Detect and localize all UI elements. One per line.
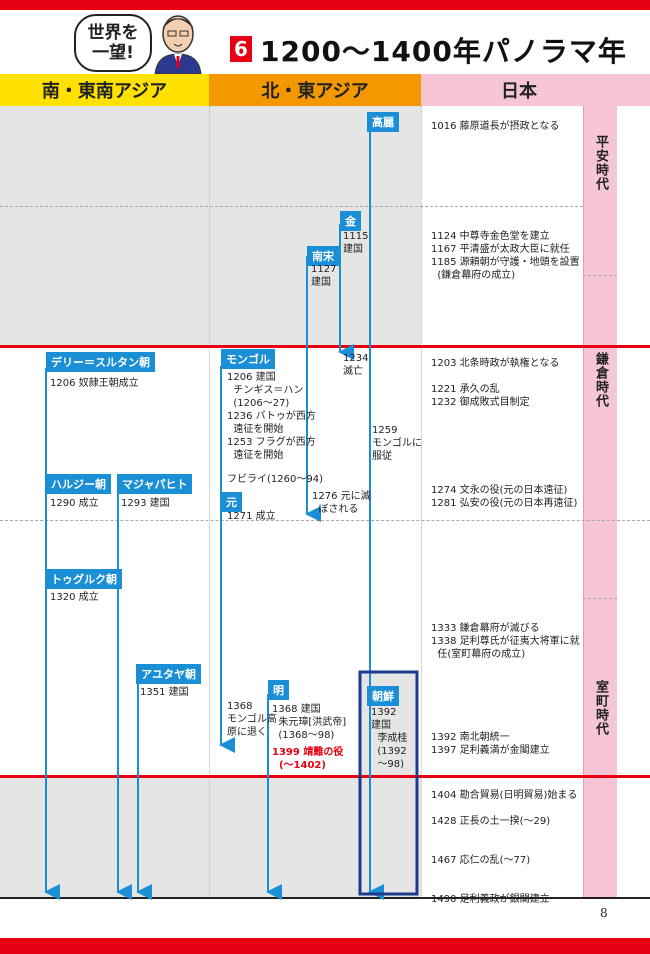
label-ming: 明 bbox=[268, 680, 289, 700]
label-khalji: ハルジー朝 bbox=[46, 474, 111, 494]
header-bubble: 世界を 一望! bbox=[74, 14, 152, 72]
era-heian: 平安時代 bbox=[593, 135, 608, 191]
note-goryeo-1259: 1259 モンゴルに 服従 bbox=[372, 425, 422, 462]
grid-line bbox=[583, 598, 617, 599]
label-majapahit: マジャパヒト bbox=[117, 474, 193, 494]
note-jin-1115: 1115 建国 bbox=[343, 231, 369, 255]
note-delhi-1206: 1206 奴隷王朝成立 bbox=[50, 378, 139, 389]
note-song-1276: 1276 元に滅 ぼされる bbox=[312, 491, 371, 515]
period-divider-1400 bbox=[0, 775, 650, 778]
label-yuan: 元 bbox=[221, 492, 242, 512]
header-corner bbox=[617, 74, 650, 106]
column-header-japan: 日本 bbox=[421, 74, 617, 106]
era-muromachi: 室町時代 bbox=[593, 680, 608, 736]
note-ming-1399: 1399 靖難の役 (〜1402) bbox=[272, 747, 344, 771]
note-khalji-1290: 1290 成立 bbox=[50, 498, 99, 509]
bubble-line2: 一望! bbox=[92, 43, 134, 63]
label-delhi-sultanate: デリー＝スルタン朝 bbox=[46, 352, 155, 372]
bottom-red-bar bbox=[0, 938, 650, 954]
japan-events-kamakura-1: 1203 北条時政が執権となる 1221 承久の乱 1232 御成敗式目制定 bbox=[431, 358, 560, 408]
label-southern-song: 南宋 bbox=[307, 246, 339, 266]
note-joseon-1392: 1392 建国 李成桂 (1392 〜98) bbox=[371, 707, 408, 770]
period-divider-1200 bbox=[0, 345, 650, 348]
note-ayutthaya-1351: 1351 建国 bbox=[140, 687, 189, 698]
note-tughlaq-1320: 1320 成立 bbox=[50, 592, 99, 603]
column-header-north-east-asia: 北・東アジア bbox=[209, 74, 421, 106]
note-kublai: フビライ(1260〜94) bbox=[227, 474, 323, 485]
japan-events-muromachi-1: 1333 鎌倉幕府が滅びる 1338 足利尊氏が征夷大将軍に就 任(室町幕府の成… bbox=[431, 623, 580, 660]
note-yuan-1271: 1271 成立 bbox=[227, 511, 276, 522]
page-number: 8 bbox=[600, 906, 608, 920]
era-kamakura: 鎌倉時代 bbox=[593, 352, 608, 408]
column-header-south-east-asia: 南・東南アジア bbox=[0, 74, 209, 106]
note-song-1127: 1127 建国 bbox=[311, 264, 337, 288]
label-goryeo: 高麗 bbox=[367, 112, 399, 132]
grid-line bbox=[583, 275, 617, 276]
japan-events-heian-2: 1124 中尊寺金色堂を建立 1167 平清盛が太政大臣に就任 1185 源頼朝… bbox=[431, 231, 580, 281]
presenter-illustration-icon bbox=[154, 15, 202, 74]
chapter-number-badge: 6 bbox=[230, 36, 252, 62]
note-majapahit-1293: 1293 建国 bbox=[121, 498, 170, 509]
japan-events-kamakura-2: 1274 文永の役(元の日本遠征) 1281 弘安の役(元の日本再遠征) bbox=[431, 485, 578, 509]
label-tughlaq: トゥグルク朝 bbox=[46, 569, 122, 589]
label-ayutthaya: アユタヤ朝 bbox=[136, 664, 201, 684]
separator bbox=[421, 106, 422, 898]
separator bbox=[209, 106, 210, 898]
era-border bbox=[583, 106, 584, 898]
table-bottom-border bbox=[0, 897, 650, 899]
timeline-arrows bbox=[44, 128, 419, 900]
note-mongol: 1206 建国 チンギス＝ハン (1206〜27) 1236 バトゥが西方 遠征… bbox=[227, 372, 316, 461]
note-yuan-1368: 1368 モンゴル高 原に退く bbox=[227, 701, 277, 738]
bubble-line1: 世界を bbox=[87, 23, 139, 43]
note-ming-1368: 1368 建国 朱元璋[洪武帝] (1368〜98) bbox=[272, 704, 347, 741]
label-joseon: 朝鮮 bbox=[367, 686, 399, 706]
label-jin: 金 bbox=[340, 211, 361, 231]
grey-zone-late bbox=[0, 776, 421, 898]
japan-events-muromachi-3: 1404 勘合貿易(日明貿易)始まる 1428 正長の土一揆(〜29) 1467… bbox=[431, 790, 578, 905]
japan-events-muromachi-2: 1392 南北朝統一 1397 足利義満が金閣建立 bbox=[431, 732, 550, 756]
top-red-bar bbox=[0, 0, 650, 10]
grid-line bbox=[0, 206, 583, 207]
label-mongol: モンゴル bbox=[221, 349, 275, 369]
era-column bbox=[583, 106, 617, 898]
japan-events-heian-1: 1016 藤原道長が摂政となる bbox=[431, 121, 560, 132]
note-jin-1234: 1234 滅亡 bbox=[343, 353, 369, 377]
grid-line bbox=[0, 520, 650, 521]
